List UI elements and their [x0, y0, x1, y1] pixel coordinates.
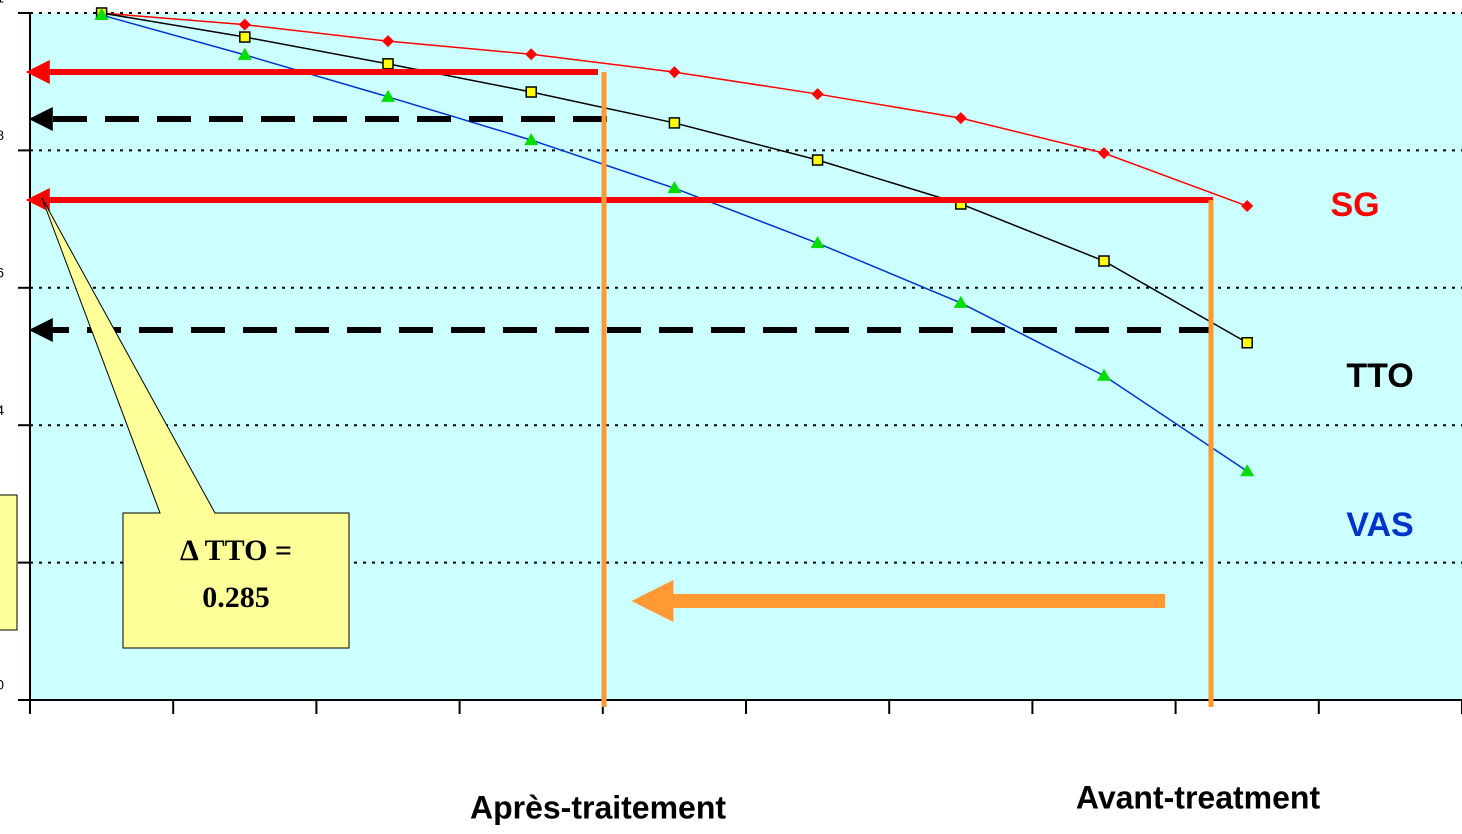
annotations: [0, 60, 1214, 707]
y-tick-label: 0.8: [0, 127, 4, 143]
point: [810, 236, 825, 249]
point: [382, 35, 394, 48]
point: [525, 86, 537, 98]
y-tick-label: 1: [0, 0, 4, 6]
callout-box: [0, 494, 18, 631]
annotation: Avant-treatment: [1076, 779, 1321, 815]
point: [381, 89, 395, 102]
legend-label: TTO: [1346, 357, 1413, 395]
callout-text: 0.285: [202, 581, 270, 614]
annotation: Après-traitement: [470, 789, 726, 825]
point: [1098, 255, 1110, 267]
callout-text: Δ TTO =: [180, 534, 292, 567]
point: [94, 8, 109, 21]
point: [382, 58, 394, 70]
point: [524, 133, 539, 146]
point: [1097, 368, 1111, 381]
point: [525, 48, 538, 61]
point: [811, 88, 824, 101]
point: [1241, 337, 1253, 349]
point: [238, 18, 251, 31]
point: [1240, 464, 1255, 477]
point: [954, 112, 967, 125]
series-group: [94, 7, 1255, 477]
legend-label: SG: [1330, 186, 1379, 224]
point: [1241, 200, 1254, 213]
point: [811, 154, 824, 166]
callout-box: [41, 197, 350, 649]
point: [668, 66, 681, 79]
point: [1098, 147, 1110, 160]
point: [667, 181, 682, 194]
y-tick-label: 0.6: [0, 265, 4, 281]
point: [668, 117, 681, 129]
legend-label: VAS: [1346, 506, 1413, 544]
point: [953, 295, 968, 308]
y-tick-label: 0.4: [0, 402, 4, 418]
y-tick-label: 0: [0, 677, 4, 693]
point: [239, 31, 251, 43]
point: [237, 47, 252, 60]
